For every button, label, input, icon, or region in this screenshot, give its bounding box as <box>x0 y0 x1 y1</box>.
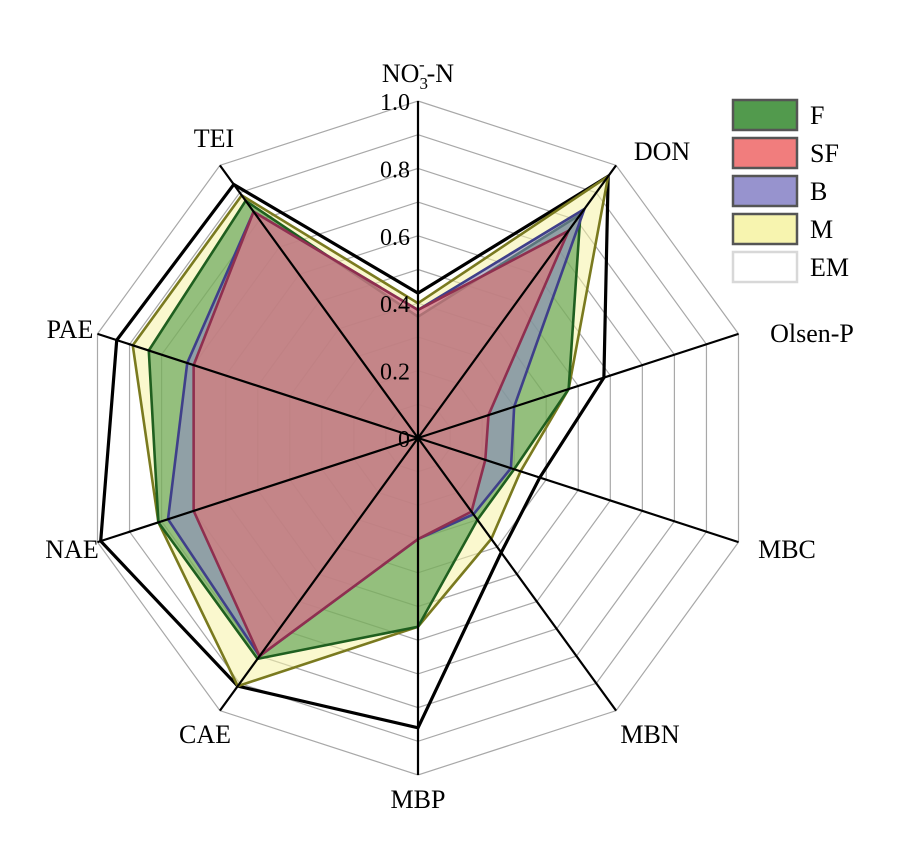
axis-spoke <box>417 437 617 712</box>
legend-swatch-b <box>731 174 799 208</box>
axis-spoke <box>219 437 419 712</box>
tick-label: 0.4 <box>380 292 410 318</box>
axis-label: DON <box>634 137 691 166</box>
axis-label: PAE <box>47 315 94 344</box>
axis-label: Olsen-P <box>770 319 854 348</box>
axis-label: MBP <box>391 785 446 814</box>
legend-label-b: B <box>810 177 827 206</box>
tick-label: 0.2 <box>380 360 410 386</box>
tick-label: 0.8 <box>380 157 410 183</box>
axis-spoke <box>97 332 419 440</box>
legend-swatch-em <box>731 250 799 284</box>
tick-label: 1.0 <box>380 90 410 116</box>
tick-label: 0 <box>398 427 410 453</box>
axis-spoke <box>97 436 419 544</box>
axis-spoke <box>417 436 739 544</box>
axis-label: NO3--N <box>382 55 454 93</box>
radar-tick-labels: 0 0.2 0.4 0.6 0.8 1.0 <box>380 90 410 453</box>
axis-label: MBC <box>758 535 816 564</box>
radar-series <box>99 173 611 730</box>
axis-label: CAE <box>179 720 231 749</box>
axis-label: TEI <box>194 124 234 153</box>
legend-label-em: EM <box>810 253 849 282</box>
legend-swatch-sf <box>731 136 799 170</box>
tick-label: 0.6 <box>380 225 410 251</box>
legend-swatch-f <box>731 98 799 132</box>
axis-label: NAE <box>45 535 98 564</box>
radar-axis-labels: NO3--N DON Olsen-P MBC MBN MBP CAE NAE PAE TEI <box>45 55 854 814</box>
axis-label: MBN <box>620 720 679 749</box>
legend-label-m: M <box>810 215 833 244</box>
legend: F SF BM EM <box>731 98 849 284</box>
legend-label-f: F <box>810 101 824 130</box>
legend-label-sf: SF <box>810 139 839 168</box>
axis-spoke <box>417 332 739 440</box>
axis-spoke <box>417 164 617 439</box>
legend-swatch-m <box>731 212 799 246</box>
radar-spokes <box>97 101 739 775</box>
axis-spoke <box>219 164 419 439</box>
